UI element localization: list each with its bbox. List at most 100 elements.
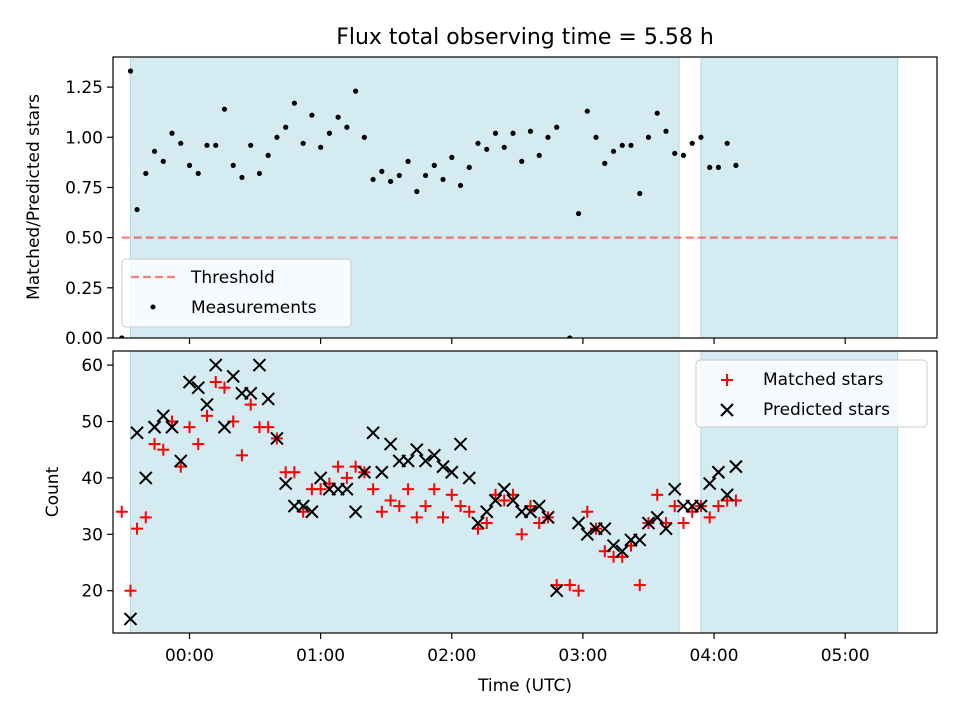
matched-star-point <box>410 511 423 524</box>
y-tick-label: 30 <box>81 525 103 545</box>
measurement-point <box>689 140 695 146</box>
x-tick-label: 00:00 <box>165 646 214 666</box>
predicted-star-point <box>305 505 319 519</box>
measurement-point <box>619 142 625 148</box>
predicted-star-point <box>427 448 442 463</box>
matched-star-point <box>174 460 187 473</box>
measurement-point <box>151 148 158 154</box>
top-legend-box <box>121 258 352 328</box>
observing-window-band-0 <box>129 351 680 633</box>
predicted-star-point <box>174 454 188 468</box>
predicted-star-point <box>668 482 682 496</box>
measurement-point <box>475 140 481 146</box>
predicted-star-point <box>139 471 153 485</box>
matched-star-point <box>550 579 563 592</box>
matched-star-point <box>419 500 432 513</box>
measurement-point <box>379 168 385 175</box>
measurement-point <box>698 134 704 140</box>
matched-star-point <box>651 488 664 501</box>
measurement-point <box>169 130 175 136</box>
measurement-points <box>119 68 739 338</box>
measurement-point <box>527 128 534 134</box>
matched-star-point <box>402 483 415 496</box>
y-tick-label: 50 <box>81 413 103 433</box>
measurement-point <box>466 164 472 170</box>
x-tick-label: 01:00 <box>296 646 345 666</box>
matched-star-point <box>148 438 161 451</box>
measurement-point <box>457 182 464 189</box>
measurement-point <box>663 128 669 134</box>
predicted-star-point <box>694 499 708 513</box>
y-tick-label: 0.50 <box>65 229 103 249</box>
predicted-star-point <box>182 375 197 389</box>
matched-star-point <box>192 438 205 451</box>
measurement-point <box>283 124 289 130</box>
matched-star-point <box>393 500 406 513</box>
top-x-ticks <box>188 338 846 344</box>
predicted-star-point <box>418 454 433 468</box>
x-tick-label: 04:00 <box>690 646 739 666</box>
predicted-star-point <box>523 505 538 519</box>
predicted-star-point <box>191 380 205 395</box>
predicted-star-point <box>156 409 170 423</box>
predicted-star-point <box>615 544 629 558</box>
measurement-point <box>335 114 341 120</box>
predicted-star-point <box>261 392 275 406</box>
measurement-point <box>422 172 429 179</box>
measurement-point <box>127 68 134 74</box>
matched-star-point <box>262 421 275 434</box>
bottom-legend: Matched stars Predicted stars <box>695 359 928 428</box>
measurement-point <box>274 134 280 140</box>
measurement-point <box>221 106 228 112</box>
predicted-star-point <box>123 612 138 626</box>
matched-star-point <box>563 579 576 592</box>
measurement-point <box>256 170 263 177</box>
predicted-star-point <box>641 516 656 530</box>
predicted-star-point <box>650 510 664 525</box>
top-y-axis-label: Matched/Predicted stars <box>24 94 44 300</box>
matched-star-point <box>437 511 450 524</box>
measurement-point <box>484 146 490 152</box>
matched-star-point <box>472 522 485 535</box>
measurement-point <box>186 162 193 168</box>
predicted-star-point <box>729 459 743 474</box>
measurement-point <box>178 140 184 146</box>
measurement-point <box>239 174 245 181</box>
matched-star-point <box>454 500 467 513</box>
measurement-point <box>353 88 359 94</box>
y-tick-label: 20 <box>81 582 103 602</box>
matched-star-points <box>115 376 742 597</box>
predicted-star-point <box>130 426 144 440</box>
predicted-star-point <box>471 516 485 530</box>
bottom-legend-box <box>695 359 928 428</box>
predicted-star-point <box>720 488 734 502</box>
measurement-point <box>387 178 394 185</box>
measurement-point <box>396 172 402 179</box>
measurement-point <box>628 142 634 148</box>
y-tick-label: 1.00 <box>65 128 103 148</box>
top-axes-frame <box>112 56 938 339</box>
measurement-point <box>545 134 551 140</box>
bottom-axes-frame <box>112 350 938 634</box>
bottom-y-ticks: 20 30 40 50 60 <box>81 356 113 602</box>
predicted-star-point <box>270 431 284 446</box>
matched-star-point <box>139 511 152 524</box>
predicted-star-point <box>226 369 240 384</box>
predicted-star-point <box>313 471 328 485</box>
measurement-point <box>707 164 713 170</box>
predicted-star-point <box>453 437 468 451</box>
matched-star-point <box>703 511 716 524</box>
x-axis-label: Time (UTC) <box>477 676 572 696</box>
predicted-star-point <box>296 499 310 513</box>
predicted-star-point <box>598 521 612 536</box>
measurement-point <box>309 112 315 118</box>
matched-star-point <box>668 500 681 513</box>
threshold-legend-label: Threshold <box>190 268 275 288</box>
predicted-star-point <box>549 583 564 598</box>
matched-star-point <box>200 409 213 422</box>
predicted-star-point <box>401 454 415 468</box>
matched-legend-label: Matched stars <box>763 370 883 390</box>
measurement-point <box>230 162 236 168</box>
predicted-star-point <box>278 476 293 491</box>
